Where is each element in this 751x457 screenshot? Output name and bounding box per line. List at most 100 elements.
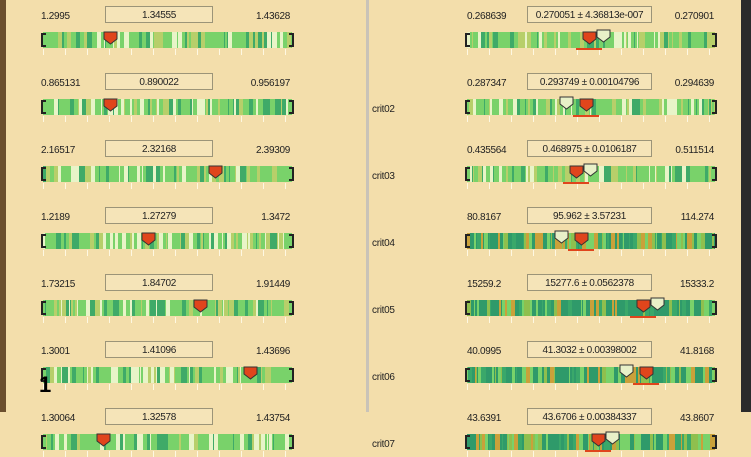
slider-marker-icon[interactable] xyxy=(636,299,651,313)
range-slider-track[interactable] xyxy=(43,300,292,316)
range-slider-track[interactable] xyxy=(467,367,715,383)
slider-marker-icon[interactable] xyxy=(103,98,118,112)
slider-max-bracket[interactable] xyxy=(289,33,294,47)
current-value-box[interactable]: 0.468975 ± 0.0106187 xyxy=(527,140,652,157)
criterion-label: crit05 xyxy=(372,305,395,316)
slider-max-bracket[interactable] xyxy=(712,167,717,181)
range-max-value: 0.956197 xyxy=(250,78,291,89)
criterion-label: crit02 xyxy=(372,104,395,115)
slider-min-bracket[interactable] xyxy=(41,100,46,114)
uncertainty-underline xyxy=(568,249,595,251)
slider-max-bracket[interactable] xyxy=(712,234,717,248)
slider-marker-icon[interactable] xyxy=(639,366,654,380)
current-value-box[interactable]: 41.3032 ± 0.00398002 xyxy=(527,341,652,358)
range-slider-track[interactable] xyxy=(43,434,292,450)
range-slider-track[interactable] xyxy=(43,166,292,182)
slider-ticks xyxy=(43,116,292,122)
range-max-value: 0.294639 xyxy=(674,78,715,89)
current-value-box[interactable]: 0.890022 xyxy=(105,73,213,90)
criterion-label: crit04 xyxy=(372,238,395,249)
slider-marker-icon[interactable] xyxy=(579,98,594,112)
slider-min-bracket[interactable] xyxy=(41,301,46,315)
reference-marker-icon xyxy=(619,364,634,378)
slider-marker-icon[interactable] xyxy=(96,433,111,447)
slider-marker-icon[interactable] xyxy=(569,165,584,179)
range-min-value: 80.8167 xyxy=(467,212,502,223)
current-value-box[interactable]: 1.84702 xyxy=(105,274,213,291)
slider-marker-icon[interactable] xyxy=(103,31,118,45)
range-min-value: 40.0995 xyxy=(467,346,502,357)
slider-min-bracket[interactable] xyxy=(465,368,470,382)
current-value-box[interactable]: 1.27279 xyxy=(105,207,213,224)
reference-marker-icon xyxy=(583,163,598,177)
slider-ticks xyxy=(43,49,292,55)
slider-ticks xyxy=(467,317,715,323)
slider-marker-icon[interactable] xyxy=(208,165,223,179)
slider-max-bracket[interactable] xyxy=(712,100,717,114)
range-min-value: 43.6391 xyxy=(467,413,502,424)
range-min-value: 1.2995 xyxy=(41,11,70,22)
slider-max-bracket[interactable] xyxy=(712,435,717,449)
range-slider-track[interactable] xyxy=(467,300,715,316)
slider-ticks xyxy=(467,250,715,256)
slider-ticks xyxy=(467,183,715,189)
range-max-value: 1.43628 xyxy=(255,11,290,22)
current-value-box[interactable]: 1.41096 xyxy=(105,341,213,358)
slider-ticks xyxy=(43,183,292,189)
uncertainty-underline xyxy=(632,383,659,385)
range-slider-track[interactable] xyxy=(43,32,292,48)
slider-marker-icon[interactable] xyxy=(582,31,597,45)
current-value-box[interactable]: 1.34555 xyxy=(105,6,213,23)
slider-min-bracket[interactable] xyxy=(41,435,46,449)
slider-marker-icon[interactable] xyxy=(243,366,258,380)
range-min-value: 0.865131 xyxy=(41,78,81,89)
range-max-value: 2.39309 xyxy=(255,145,290,156)
slider-max-bracket[interactable] xyxy=(289,234,294,248)
slider-min-bracket[interactable] xyxy=(465,167,470,181)
range-slider-track[interactable] xyxy=(43,367,292,383)
slider-max-bracket[interactable] xyxy=(712,33,717,47)
range-max-value: 15333.2 xyxy=(679,279,714,290)
current-value-box[interactable]: 0.293749 ± 0.00104796 xyxy=(527,73,652,90)
slider-max-bracket[interactable] xyxy=(712,368,717,382)
current-value-box[interactable]: 2.32168 xyxy=(105,140,213,157)
column-divider xyxy=(366,0,369,412)
uncertainty-underline xyxy=(575,48,602,50)
slider-max-bracket[interactable] xyxy=(289,301,294,315)
range-slider-track[interactable] xyxy=(467,233,715,249)
slider-min-bracket[interactable] xyxy=(41,234,46,248)
uncertainty-underline xyxy=(573,115,600,117)
slider-max-bracket[interactable] xyxy=(289,435,294,449)
slider-max-bracket[interactable] xyxy=(289,100,294,114)
slider-marker-icon[interactable] xyxy=(193,299,208,313)
slider-max-bracket[interactable] xyxy=(289,167,294,181)
slider-max-bracket[interactable] xyxy=(712,301,717,315)
slider-marker-icon[interactable] xyxy=(591,433,606,447)
slider-ticks xyxy=(43,451,292,457)
slider-min-bracket[interactable] xyxy=(41,368,46,382)
current-value-box[interactable]: 15277.6 ± 0.0562378 xyxy=(527,274,652,291)
reference-marker-icon xyxy=(650,297,665,311)
slider-min-bracket[interactable] xyxy=(41,33,46,47)
slider-min-bracket[interactable] xyxy=(465,435,470,449)
slider-min-bracket[interactable] xyxy=(465,100,470,114)
slider-marker-icon[interactable] xyxy=(141,232,156,246)
range-max-value: 0.270901 xyxy=(674,11,715,22)
slider-min-bracket[interactable] xyxy=(465,234,470,248)
current-value-box[interactable]: 0.270051 ± 4.36813e-007 xyxy=(527,6,652,23)
range-slider-track[interactable] xyxy=(43,99,292,115)
range-min-value: 0.435564 xyxy=(467,145,507,156)
criterion-label: crit03 xyxy=(372,171,395,182)
slider-max-bracket[interactable] xyxy=(289,368,294,382)
slider-min-bracket[interactable] xyxy=(465,301,470,315)
range-min-value: 2.16517 xyxy=(41,145,76,156)
slider-min-bracket[interactable] xyxy=(465,33,470,47)
range-min-value: 1.73215 xyxy=(41,279,76,290)
current-value-box[interactable]: 43.6706 ± 0.00384337 xyxy=(527,408,652,425)
range-slider-track[interactable] xyxy=(43,233,292,249)
slider-marker-icon[interactable] xyxy=(574,232,589,246)
slider-min-bracket[interactable] xyxy=(41,167,46,181)
current-value-box[interactable]: 95.962 ± 3.57231 xyxy=(527,207,652,224)
uncertainty-underline xyxy=(563,182,590,184)
current-value-box[interactable]: 1.32578 xyxy=(105,408,213,425)
